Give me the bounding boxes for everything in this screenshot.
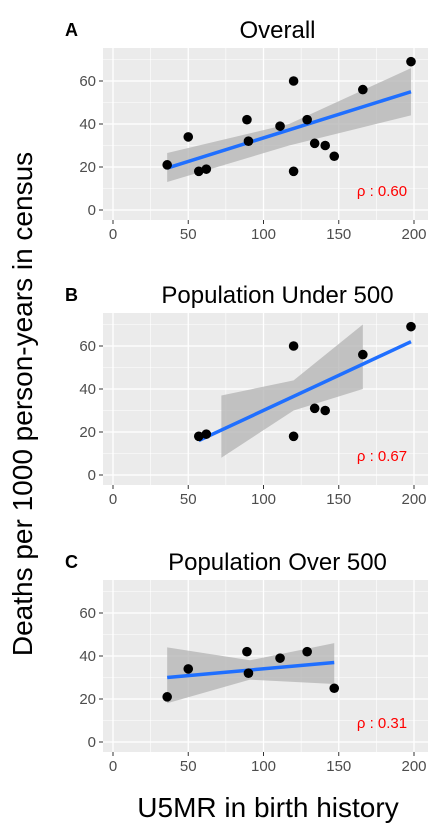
panel-c-data-point <box>242 646 252 657</box>
panel-a-x-tick-label: 100 <box>251 226 276 243</box>
panel-b-data-point <box>288 341 299 351</box>
panel-c-x-tick-label: 0 <box>109 758 117 775</box>
panel-c-x-tick-label: 150 <box>326 758 351 775</box>
panel-b-x-tick-label: 0 <box>109 491 117 508</box>
panel-a-data-point <box>406 56 416 67</box>
panel-c-data-point <box>183 664 194 674</box>
panel-c: 0 50 100 150 200 0 20 40 60 C Population Over 500 ρ… <box>65 549 428 775</box>
panel-a-data-point <box>302 114 312 125</box>
panel-a-data-point <box>288 166 299 177</box>
panel-a-confidence-band <box>167 68 411 183</box>
panel-b-x-tick-label: 100 <box>251 491 276 508</box>
panel-b-confidence-band <box>221 324 363 458</box>
panel-b-title: Population Under 500 <box>161 282 393 309</box>
panel-a-data-point <box>162 160 172 170</box>
panel-a-data-point <box>320 140 331 151</box>
panel-c-x-tick-label: 100 <box>251 758 276 775</box>
panel-c-data-point <box>302 646 312 657</box>
panel-b-y-tick-label: 0 <box>88 467 96 484</box>
panel-a-x-tick-label: 150 <box>326 226 351 243</box>
panel-c-letter: C <box>65 552 78 572</box>
panel-c-data-point <box>243 668 254 678</box>
panel-b-data-point <box>320 405 331 416</box>
panel-c-x-tick-label: 50 <box>180 758 197 775</box>
panel-b-letter: B <box>65 285 78 305</box>
panel-a-rho-label: ρ : 0.60 <box>357 183 407 200</box>
panel-a-y-tick-label: 0 <box>88 202 96 219</box>
panel-a-data-point <box>183 132 194 142</box>
panel-a-data-point <box>242 114 252 125</box>
panel-c-title: Population Over 500 <box>168 549 387 576</box>
panel-c-x-tick-label: 200 <box>401 758 426 775</box>
x-axis-label: U5MR in birth history <box>137 792 398 823</box>
panel-c-y-tick-label: 0 <box>88 734 96 751</box>
panel-b-regression-line <box>198 340 412 443</box>
panel-b-rho-label: ρ : 0.67 <box>357 448 407 465</box>
panel-b-data-point <box>309 403 320 414</box>
panel-a-x-tick-label: 0 <box>109 226 117 243</box>
panel-c-y-tick-label: 40 <box>79 648 96 665</box>
panel-a-x-tick-label: 50 <box>180 226 197 243</box>
panel-a-data-point <box>329 151 340 162</box>
panel-b-y-tick-label: 40 <box>79 381 96 398</box>
panel-c-y-tick-label: 20 <box>79 691 96 708</box>
panel-b-y-tick-label: 60 <box>79 338 96 355</box>
panel-a-x-tick-label: 200 <box>401 226 426 243</box>
panel-b-data-point <box>406 321 416 332</box>
panel-b-x-tick-label: 150 <box>326 491 351 508</box>
panel-a-data-point <box>193 166 204 177</box>
panel-c-data-point <box>275 653 285 663</box>
panel-c-data-point <box>162 692 172 702</box>
panel-a-data-point <box>201 164 212 174</box>
panel-a: 0 50 100 150 200 0 20 40 60 A Overall ρ : 0.60 <box>65 17 428 243</box>
panel-a-y-tick-label: 20 <box>79 159 96 176</box>
panel-b-x-tick-label: 50 <box>180 491 197 508</box>
y-axis-label: Deaths per 1000 person-years in census <box>7 152 38 656</box>
panel-c-y-tick-label: 60 <box>79 605 96 622</box>
panel-b-data-point <box>358 349 368 360</box>
panel-b-data-point <box>193 431 204 442</box>
panel-a-letter: A <box>65 20 78 40</box>
panel-a-data-point <box>243 136 254 146</box>
panel-a-data-point <box>275 121 285 131</box>
panel-b-y-tick-label: 20 <box>79 424 96 441</box>
panel-c-rho-label: ρ : 0.31 <box>357 715 407 732</box>
panel-a-data-point <box>309 138 320 149</box>
panel-b-data-point <box>201 429 212 439</box>
panel-a-y-tick-label: 40 <box>79 116 96 133</box>
panel-b: 0 50 100 150 200 0 20 40 60 B Population Under 500… <box>65 282 428 508</box>
panel-c-data-point <box>329 683 340 694</box>
panel-b-data-point <box>288 431 299 442</box>
panel-a-y-tick-label: 60 <box>79 73 96 90</box>
panel-a-title: Overall <box>239 17 315 44</box>
panel-b-x-tick-label: 200 <box>401 491 426 508</box>
panel-a-regression-line <box>166 90 412 170</box>
panel-a-data-point <box>288 76 299 86</box>
panel-a-data-point <box>358 84 368 95</box>
